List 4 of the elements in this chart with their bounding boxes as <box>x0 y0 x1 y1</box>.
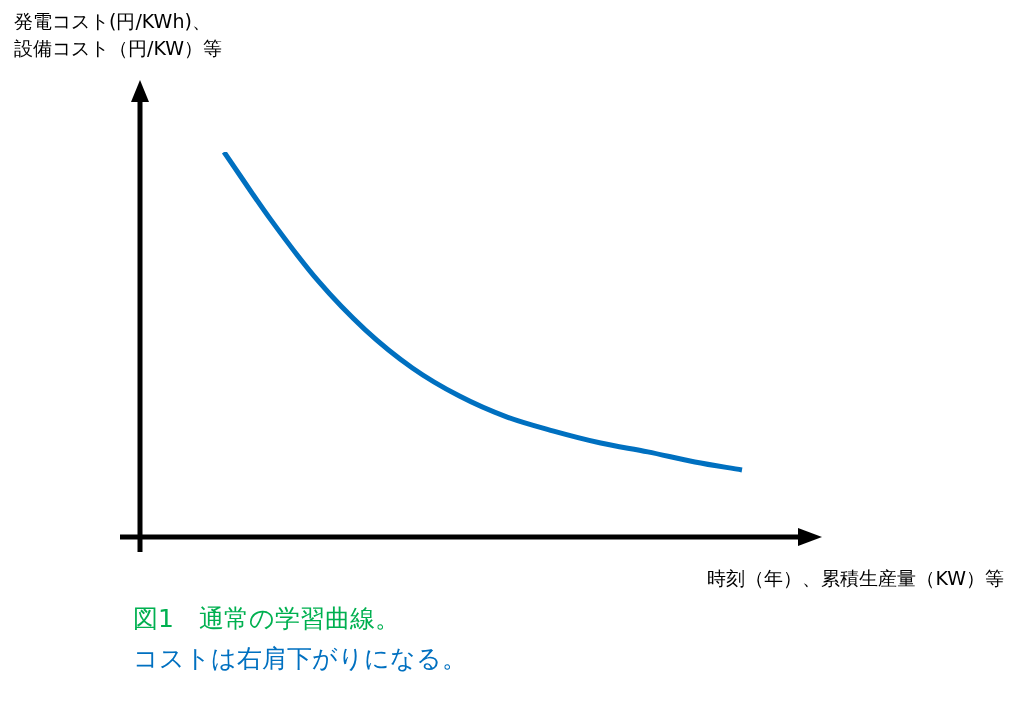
x-axis-title: 時刻（年）、累積生産量（KW）等 <box>707 566 1004 591</box>
caption: 図1 通常の学習曲線。 <box>133 603 400 635</box>
y-axis-title: 発電コスト(円/KWh)、設備コスト（円/KW）等 <box>14 9 222 61</box>
text: コストは右肩下がりになる。 <box>133 643 467 675</box>
